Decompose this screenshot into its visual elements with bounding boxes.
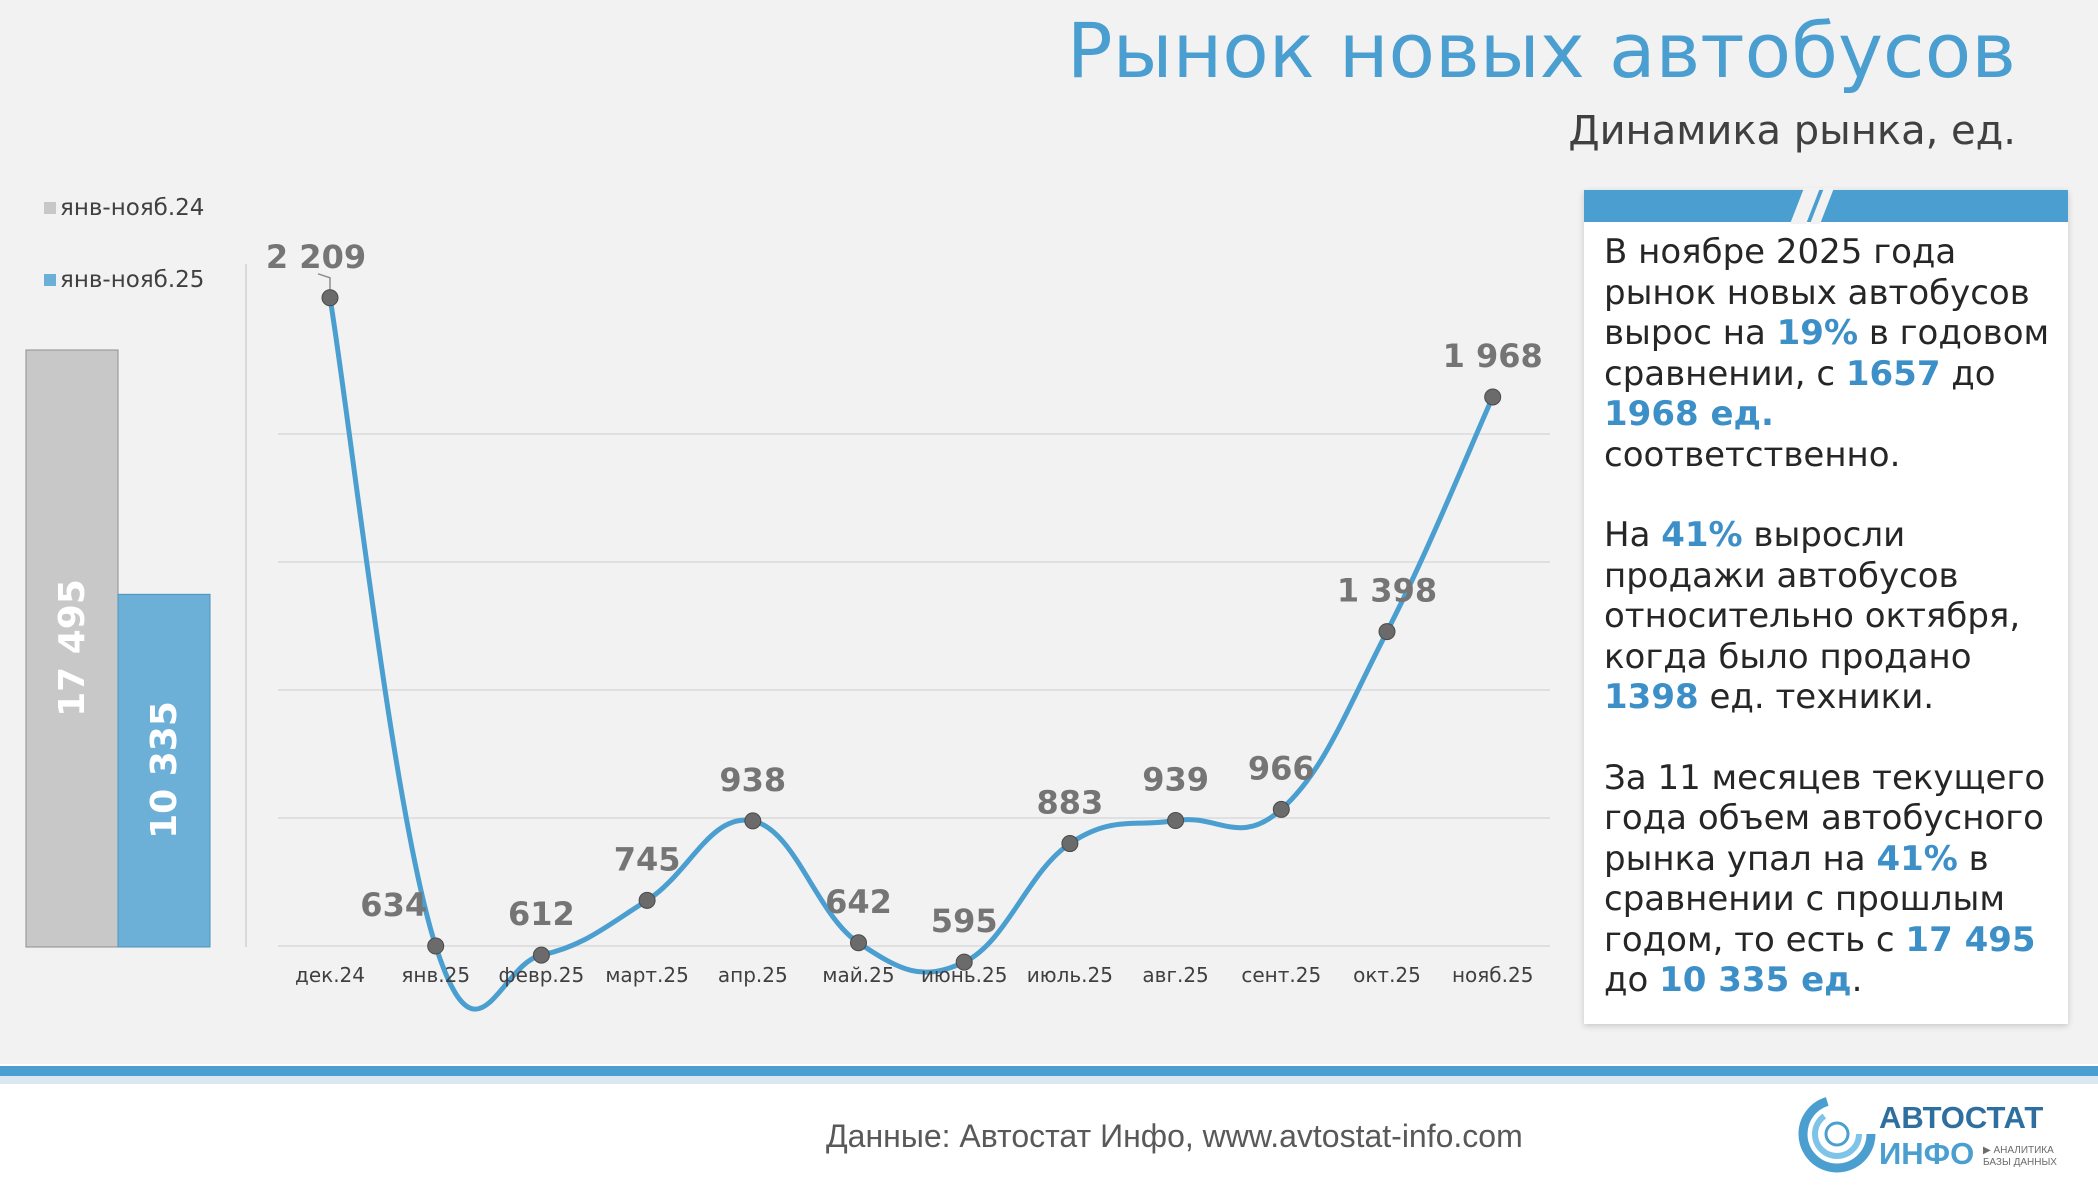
data-point — [427, 937, 445, 955]
ytd-bar — [117, 593, 211, 948]
logo-tag-2: БАЗЫ ДАННЫХ — [1983, 1157, 2057, 1168]
p2-text-2: выросли продажи автобусов относительно о… — [1604, 515, 2021, 677]
footer-accent-line — [0, 1066, 2098, 1076]
summary-paragraph-2: На 41% выросли продажи автобусов относит… — [1604, 515, 2054, 718]
data-label: 612 — [508, 895, 575, 933]
footer-accent-shadow — [0, 1076, 2098, 1084]
ytd-bar-label: 10 335 — [144, 701, 185, 839]
x-tick-label: сент.25 — [1241, 963, 1321, 987]
data-point — [1061, 835, 1079, 853]
panel-slash-icon — [1790, 188, 1834, 224]
p3-highlight-2: 17 495 — [1905, 919, 2036, 960]
data-point — [321, 289, 339, 307]
data-label: 595 — [931, 902, 998, 940]
x-tick-label: май.25 — [822, 963, 894, 987]
p1-highlight-3: 1968 ед. — [1604, 394, 1774, 434]
logo-tag-1: ▶ АНАЛИТИКА — [1983, 1145, 2054, 1156]
data-point — [955, 953, 973, 971]
legend-item-2024: янв-нояб.24 — [44, 194, 204, 222]
x-tick-label: дек.24 — [295, 963, 365, 987]
x-tick-label: апр.25 — [718, 963, 788, 987]
p1-text-1: В ноябре 2025 года рынок новых автобусов… — [1604, 232, 2030, 353]
x-tick-label: июль.25 — [1027, 963, 1113, 987]
x-tick-label: февр.25 — [499, 963, 585, 987]
x-tick-label: июнь.25 — [921, 963, 1008, 987]
logo-text-top: АВТОСТАТ — [1879, 1100, 2043, 1135]
ytd-bar-label: 17 495 — [52, 579, 93, 717]
summary-text: В ноябре 2025 года рынок новых автобусов… — [1604, 232, 2054, 1041]
p3-highlight-1: 41% — [1876, 838, 1958, 879]
p3-text-3: до — [1604, 960, 1660, 1000]
p3-text-4: . — [1851, 960, 1863, 1000]
data-label: 966 — [1248, 749, 1315, 787]
legend-swatch-2024 — [44, 202, 56, 214]
data-point — [744, 812, 762, 830]
p1-text-4: соответственно. — [1604, 434, 1901, 475]
summary-paragraph-1: В ноябре 2025 года рынок новых автобусов… — [1604, 232, 2054, 475]
data-label: 745 — [614, 840, 681, 878]
data-point — [850, 934, 867, 952]
p1-highlight-2: 1657 — [1845, 353, 1941, 394]
p3-text-2: в сравнении с прошлым годом, то есть с — [1604, 838, 2005, 960]
page-subtitle: Динамика рынка, ед. — [1568, 108, 2016, 154]
data-point — [638, 891, 656, 909]
data-point — [532, 946, 550, 964]
p1-text-3: до — [1940, 353, 1996, 394]
label-leader-line — [317, 273, 331, 290]
x-tick-label: авг.25 — [1142, 963, 1208, 987]
data-label: 1 398 — [1337, 572, 1437, 610]
p2-text-1: На — [1604, 515, 1662, 555]
data-point — [1484, 388, 1502, 406]
data-label: 642 — [825, 883, 892, 921]
summary-paragraph-3: За 11 месяцев текущего года объем автобу… — [1604, 758, 2054, 1001]
p1-text-2: в годовом сравнении, с — [1604, 313, 2050, 394]
logo-text-bottom: ИНФО — [1879, 1136, 1974, 1171]
data-point — [1167, 812, 1185, 830]
data-label: 1 968 — [1443, 337, 1543, 375]
p3-highlight-3: 10 335 ед — [1659, 960, 1852, 1000]
avtostat-logo: АВТОСТАТ ИНФО ▶ АНАЛИТИКА БАЗЫ ДАННЫХ — [1798, 1095, 2057, 1173]
data-point — [1378, 623, 1396, 641]
p2-highlight-2: 1398 — [1604, 677, 1699, 717]
data-label: 634 — [360, 886, 427, 924]
legend-label-2024: янв-нояб.24 — [60, 195, 205, 221]
footer-band — [0, 1064, 2098, 1188]
series-line — [327, 295, 1496, 1012]
x-tick-label: янв.25 — [401, 963, 470, 987]
p1-highlight-1: 19% — [1776, 313, 1859, 353]
p3-text-1: За 11 месяцев текущего года объем автобу… — [1604, 757, 2046, 879]
p2-text-3: ед. техники. — [1698, 677, 1935, 717]
legend: янв-нояб.24 янв-нояб.25 — [44, 194, 204, 338]
data-source: Данные: Автостат Инфо, www.avtostat-info… — [826, 1118, 1523, 1154]
summary-panel — [1584, 190, 2068, 1024]
data-label: 2 209 — [266, 238, 366, 276]
p2-highlight-1: 41% — [1661, 515, 1743, 555]
data-label: 939 — [1142, 761, 1209, 799]
legend-item-2025: янв-нояб.25 — [44, 266, 204, 294]
data-label: 883 — [1037, 784, 1104, 822]
page-title: Рынок новых автобусов — [1066, 6, 2016, 95]
legend-label-2025: янв-нояб.25 — [60, 267, 205, 293]
ytd-bar — [25, 349, 119, 948]
logo-swirl-icon — [1798, 1095, 1876, 1173]
x-tick-label: окт.25 — [1353, 963, 1421, 987]
legend-swatch-2025 — [44, 274, 56, 286]
data-label: 938 — [719, 761, 786, 799]
data-point — [1272, 800, 1290, 818]
x-tick-label: март.25 — [605, 963, 689, 987]
x-tick-label: нояб.25 — [1452, 963, 1533, 987]
